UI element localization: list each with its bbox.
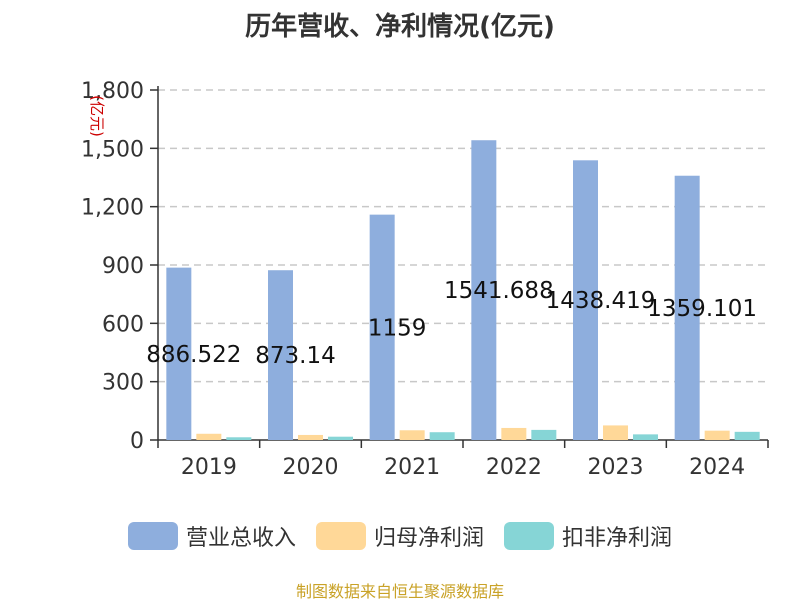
data-label: 1359.101 bbox=[647, 296, 757, 322]
data-label: 1438.419 bbox=[546, 288, 656, 314]
bar-net-profit[interactable] bbox=[704, 430, 730, 440]
legend-swatch-net-profit bbox=[315, 522, 366, 550]
legend-item-revenue[interactable]: 营业总收入 bbox=[127, 520, 296, 552]
bar-net-profit[interactable] bbox=[501, 427, 527, 440]
source-note: 制图数据来自恒生聚源数据库 bbox=[295, 582, 504, 601]
x-tick-label: 2023 bbox=[588, 455, 644, 480]
bar-net-profit[interactable] bbox=[399, 430, 425, 440]
bar-deducted-profit[interactable] bbox=[328, 436, 353, 440]
data-label: 1159 bbox=[368, 315, 427, 341]
y-tick-label: 1,800 bbox=[81, 79, 144, 104]
data-label: 1541.688 bbox=[444, 278, 554, 304]
legend-swatch-revenue bbox=[127, 522, 178, 550]
legend-label-net-profit: 归母净利润 bbox=[373, 526, 484, 551]
x-tick-label: 2021 bbox=[384, 455, 440, 480]
y-tick-label: 1,500 bbox=[81, 137, 144, 162]
y-tick-label: 300 bbox=[102, 371, 144, 396]
y-tick-label: 1,200 bbox=[81, 196, 144, 221]
x-tick-label: 2019 bbox=[181, 455, 237, 480]
bar-revenue[interactable] bbox=[166, 267, 192, 440]
legend-item-deducted-profit[interactable]: 扣非净利润 bbox=[504, 520, 672, 552]
data-labels: 886.522 873.14 1159 1541.6881438.4191359.10… bbox=[146, 278, 757, 369]
legend-label-revenue: 营业总收入 bbox=[185, 526, 296, 551]
y-axis-label: (亿元) bbox=[88, 95, 106, 137]
bar-deducted-profit[interactable] bbox=[734, 431, 760, 440]
axes: 0 300 600 900 1,200 1,500 1,800 2019 2020 2021 202… bbox=[81, 79, 769, 480]
bar-revenue[interactable] bbox=[674, 175, 700, 441]
bar-net-profit[interactable] bbox=[298, 434, 323, 440]
chart-title: 历年营收、净利情况(亿元) bbox=[245, 12, 555, 42]
bar-net-profit[interactable] bbox=[603, 425, 628, 440]
y-tick-label: 900 bbox=[102, 254, 144, 279]
legend: 营业总收入 归母净利润 扣非净利润 bbox=[0, 516, 800, 556]
x-tick-label: 2020 bbox=[283, 455, 339, 480]
legend-swatch-deducted-profit bbox=[504, 522, 554, 550]
bar-revenue[interactable] bbox=[268, 270, 293, 440]
bar-deducted-profit[interactable] bbox=[531, 429, 557, 440]
legend-item-net-profit[interactable]: 归母净利润 bbox=[315, 520, 484, 552]
bar-deducted-profit[interactable] bbox=[633, 434, 658, 440]
y-tick-label: 0 bbox=[130, 429, 144, 454]
legend-label-deducted-profit: 扣非净利润 bbox=[562, 526, 673, 551]
bar-revenue[interactable] bbox=[369, 214, 395, 440]
bar-deducted-profit[interactable] bbox=[429, 432, 455, 440]
bar-revenue[interactable] bbox=[573, 160, 598, 440]
bars bbox=[166, 140, 760, 441]
y-tick-label: 600 bbox=[102, 312, 144, 337]
x-tick-label: 2024 bbox=[689, 455, 745, 480]
data-label: 886.522 bbox=[146, 342, 241, 368]
bar-net-profit[interactable] bbox=[196, 433, 222, 440]
bar-revenue[interactable] bbox=[471, 140, 497, 440]
x-tick-label: 2022 bbox=[486, 455, 542, 480]
data-label: 873.14 bbox=[255, 343, 335, 369]
bar-deducted-profit[interactable] bbox=[226, 437, 252, 440]
grid-lines bbox=[158, 89, 768, 383]
